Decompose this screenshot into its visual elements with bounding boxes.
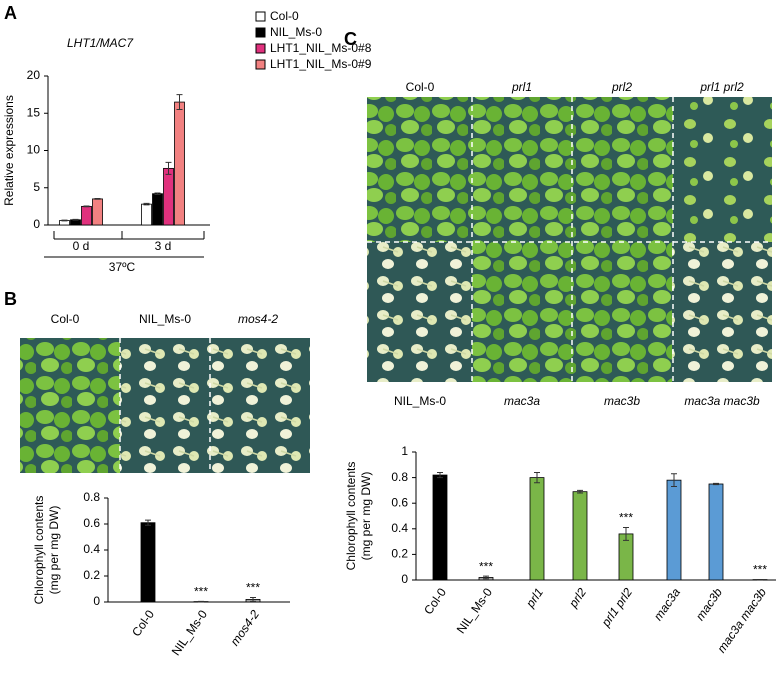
- photo-label: NIL_Ms-0: [139, 312, 191, 326]
- y-tick-label: 1: [401, 444, 408, 458]
- legend-label: NIL_Ms-0: [270, 25, 322, 39]
- legend-swatch: [255, 59, 266, 70]
- y-tick-label: 0: [401, 572, 408, 586]
- y-tick-label: 0.6: [391, 495, 408, 509]
- bar: [174, 101, 185, 226]
- bar: [152, 193, 163, 226]
- error-bar: [94, 198, 101, 200]
- y-tick-label: 0.2: [83, 568, 100, 582]
- error-bar: [61, 219, 68, 222]
- panel-label: C: [344, 29, 357, 49]
- error-bar: [483, 575, 489, 580]
- y-axis-label: Relative expressions: [2, 95, 16, 206]
- x-tick-label: 3 d: [155, 239, 172, 253]
- photo-c: [367, 97, 772, 382]
- legend-label: Col-0: [270, 9, 299, 23]
- error-bar: [72, 218, 79, 221]
- legend-swatch: [255, 11, 266, 22]
- x-tick-label: NIL_Ms-0: [169, 607, 210, 658]
- group-label: 37ºC: [109, 260, 136, 274]
- photo-label: NIL_Ms-0: [394, 394, 446, 408]
- bar: [141, 203, 152, 226]
- bar: [529, 477, 545, 581]
- significance: ***: [479, 559, 493, 573]
- y-tick-label: 0.4: [83, 542, 100, 556]
- photo-label: mos4-2: [238, 312, 278, 326]
- y-tick-label: 20: [27, 68, 41, 82]
- x-tick-label: mac3b: [693, 585, 725, 623]
- y-axis-label: (mg per mg DW): [359, 472, 373, 561]
- error-bar: [143, 202, 150, 206]
- x-tick-label: mos4-2: [228, 607, 263, 648]
- photo-label: mac3b: [604, 394, 640, 408]
- panel-label: B: [4, 289, 17, 309]
- legend-swatch: [255, 43, 266, 54]
- bar: [708, 483, 724, 581]
- bar: [432, 474, 448, 581]
- photo-label: Col-0: [51, 312, 80, 326]
- y-tick-label: 0: [33, 217, 40, 231]
- bar: [618, 533, 634, 581]
- error-bar: [145, 519, 151, 526]
- error-bar: [250, 596, 256, 602]
- significance: ***: [246, 581, 260, 595]
- photo-label: Col-0: [406, 80, 435, 94]
- bar: [163, 167, 174, 226]
- legend-label: LHT1_NIL_Ms-0#8: [270, 41, 372, 55]
- bar: [666, 479, 682, 581]
- error-bar: [165, 161, 172, 175]
- photo-label: mac3a: [504, 394, 540, 408]
- significance: ***: [753, 563, 767, 577]
- error-bar: [154, 192, 161, 195]
- bar: [572, 491, 588, 581]
- photo-label: prl2: [611, 80, 632, 94]
- error-bar: [713, 482, 719, 486]
- bar: [92, 198, 103, 226]
- legend-label: LHT1_NIL_Ms-0#9: [270, 57, 372, 71]
- photo-label: prl1 prl2: [699, 80, 744, 94]
- panel-label: A: [4, 3, 17, 23]
- y-tick-label: 0.6: [83, 516, 100, 530]
- x-tick-label: prl2: [566, 585, 590, 611]
- y-tick-label: 0.2: [391, 547, 408, 561]
- error-bar: [534, 471, 540, 484]
- error-bar: [198, 600, 204, 603]
- y-axis-label: (mg per mg DW): [47, 506, 61, 595]
- x-tick-label: NIL_Ms-0: [454, 585, 495, 636]
- y-axis-label: Chlorophyll contents: [344, 462, 358, 571]
- x-tick-label: prl1 prl2: [598, 585, 635, 630]
- x-tick-label: mac3a: [651, 585, 683, 623]
- y-tick-label: 15: [27, 105, 41, 119]
- significance: ***: [619, 511, 633, 525]
- y-tick-label: 5: [33, 180, 40, 194]
- y-tick-label: 0.4: [391, 521, 408, 535]
- error-bar: [577, 489, 583, 494]
- error-bar: [671, 473, 677, 488]
- chart-title: LHT1/MAC7: [67, 36, 134, 50]
- photo-label: prl1: [511, 80, 532, 94]
- significance: ***: [194, 585, 208, 599]
- error-bar: [623, 527, 629, 541]
- error-bar: [83, 205, 90, 208]
- photo-b: [20, 338, 310, 473]
- y-tick-label: 10: [27, 143, 41, 157]
- bar: [140, 522, 156, 603]
- photo-label: mac3a mac3b: [684, 394, 760, 408]
- x-tick-label: 0 d: [73, 239, 90, 253]
- x-tick-label: Col-0: [129, 607, 157, 639]
- bar: [81, 205, 92, 226]
- x-tick-label: prl1: [523, 586, 547, 611]
- x-tick-label: Col-0: [421, 585, 449, 617]
- y-tick-label: 0.8: [391, 470, 408, 484]
- legend-swatch: [255, 27, 266, 38]
- y-tick-label: 0.8: [83, 490, 100, 504]
- y-tick-label: 0: [93, 594, 100, 608]
- error-bar: [176, 94, 183, 111]
- y-axis-label: Chlorophyll contents: [32, 496, 46, 605]
- error-bar: [437, 471, 443, 479]
